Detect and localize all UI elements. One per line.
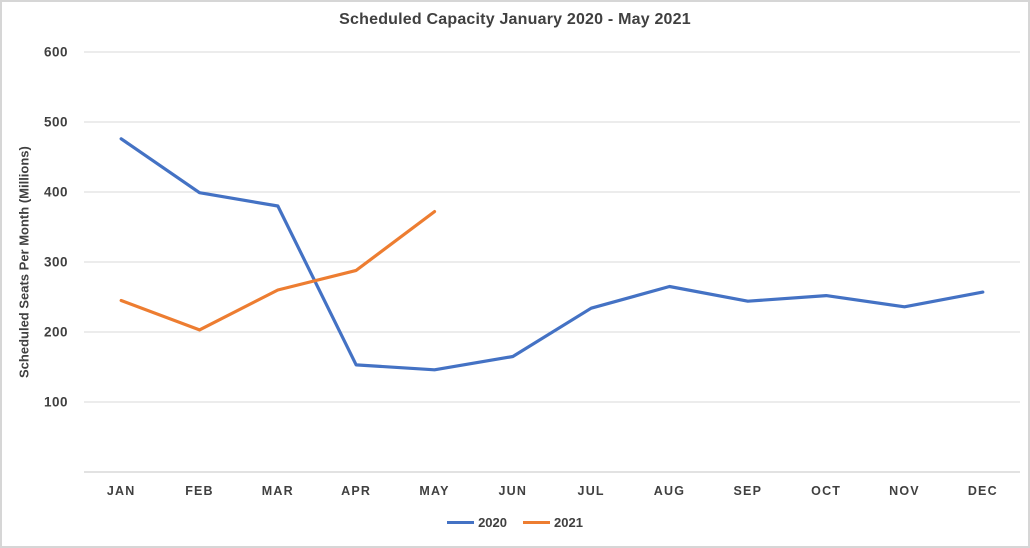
legend-item-2021: 2021 xyxy=(523,515,583,530)
x-tick-label: DEC xyxy=(968,484,998,498)
series-line-2021 xyxy=(119,210,437,332)
legend-label-2020: 2020 xyxy=(478,515,507,530)
y-tick-label: 300 xyxy=(44,255,68,270)
series-line-2020 xyxy=(119,137,985,372)
x-tick-label: SEP xyxy=(734,484,763,498)
y-tick-label: 600 xyxy=(44,45,68,60)
x-tick-label: MAY xyxy=(419,484,449,498)
x-tick-label: AUG xyxy=(654,484,685,498)
chart-title: Scheduled Capacity January 2020 - May 20… xyxy=(339,11,691,28)
y-tick-label: 500 xyxy=(44,115,68,130)
x-tick-label: JUN xyxy=(499,484,528,498)
y-tick-label: 400 xyxy=(44,185,68,200)
legend-line-swatch-2020 xyxy=(447,521,475,524)
x-tick-label: MAR xyxy=(262,484,294,498)
x-tick-label: JUL xyxy=(578,484,605,498)
y-tick-label: 100 xyxy=(44,395,68,410)
y-tick-label: 200 xyxy=(44,325,68,340)
x-tick-label: APR xyxy=(341,484,371,498)
legend-label-2021: 2021 xyxy=(554,515,583,530)
legend: 2020 2021 xyxy=(2,515,1028,530)
x-tick-label: OCT xyxy=(811,484,841,498)
legend-line-swatch-2021 xyxy=(523,521,550,524)
x-tick-label: NOV xyxy=(889,484,920,498)
legend-item-2020: 2020 xyxy=(447,515,507,530)
x-tick-label: FEB xyxy=(185,484,214,498)
x-tick-label: JAN xyxy=(107,484,136,498)
